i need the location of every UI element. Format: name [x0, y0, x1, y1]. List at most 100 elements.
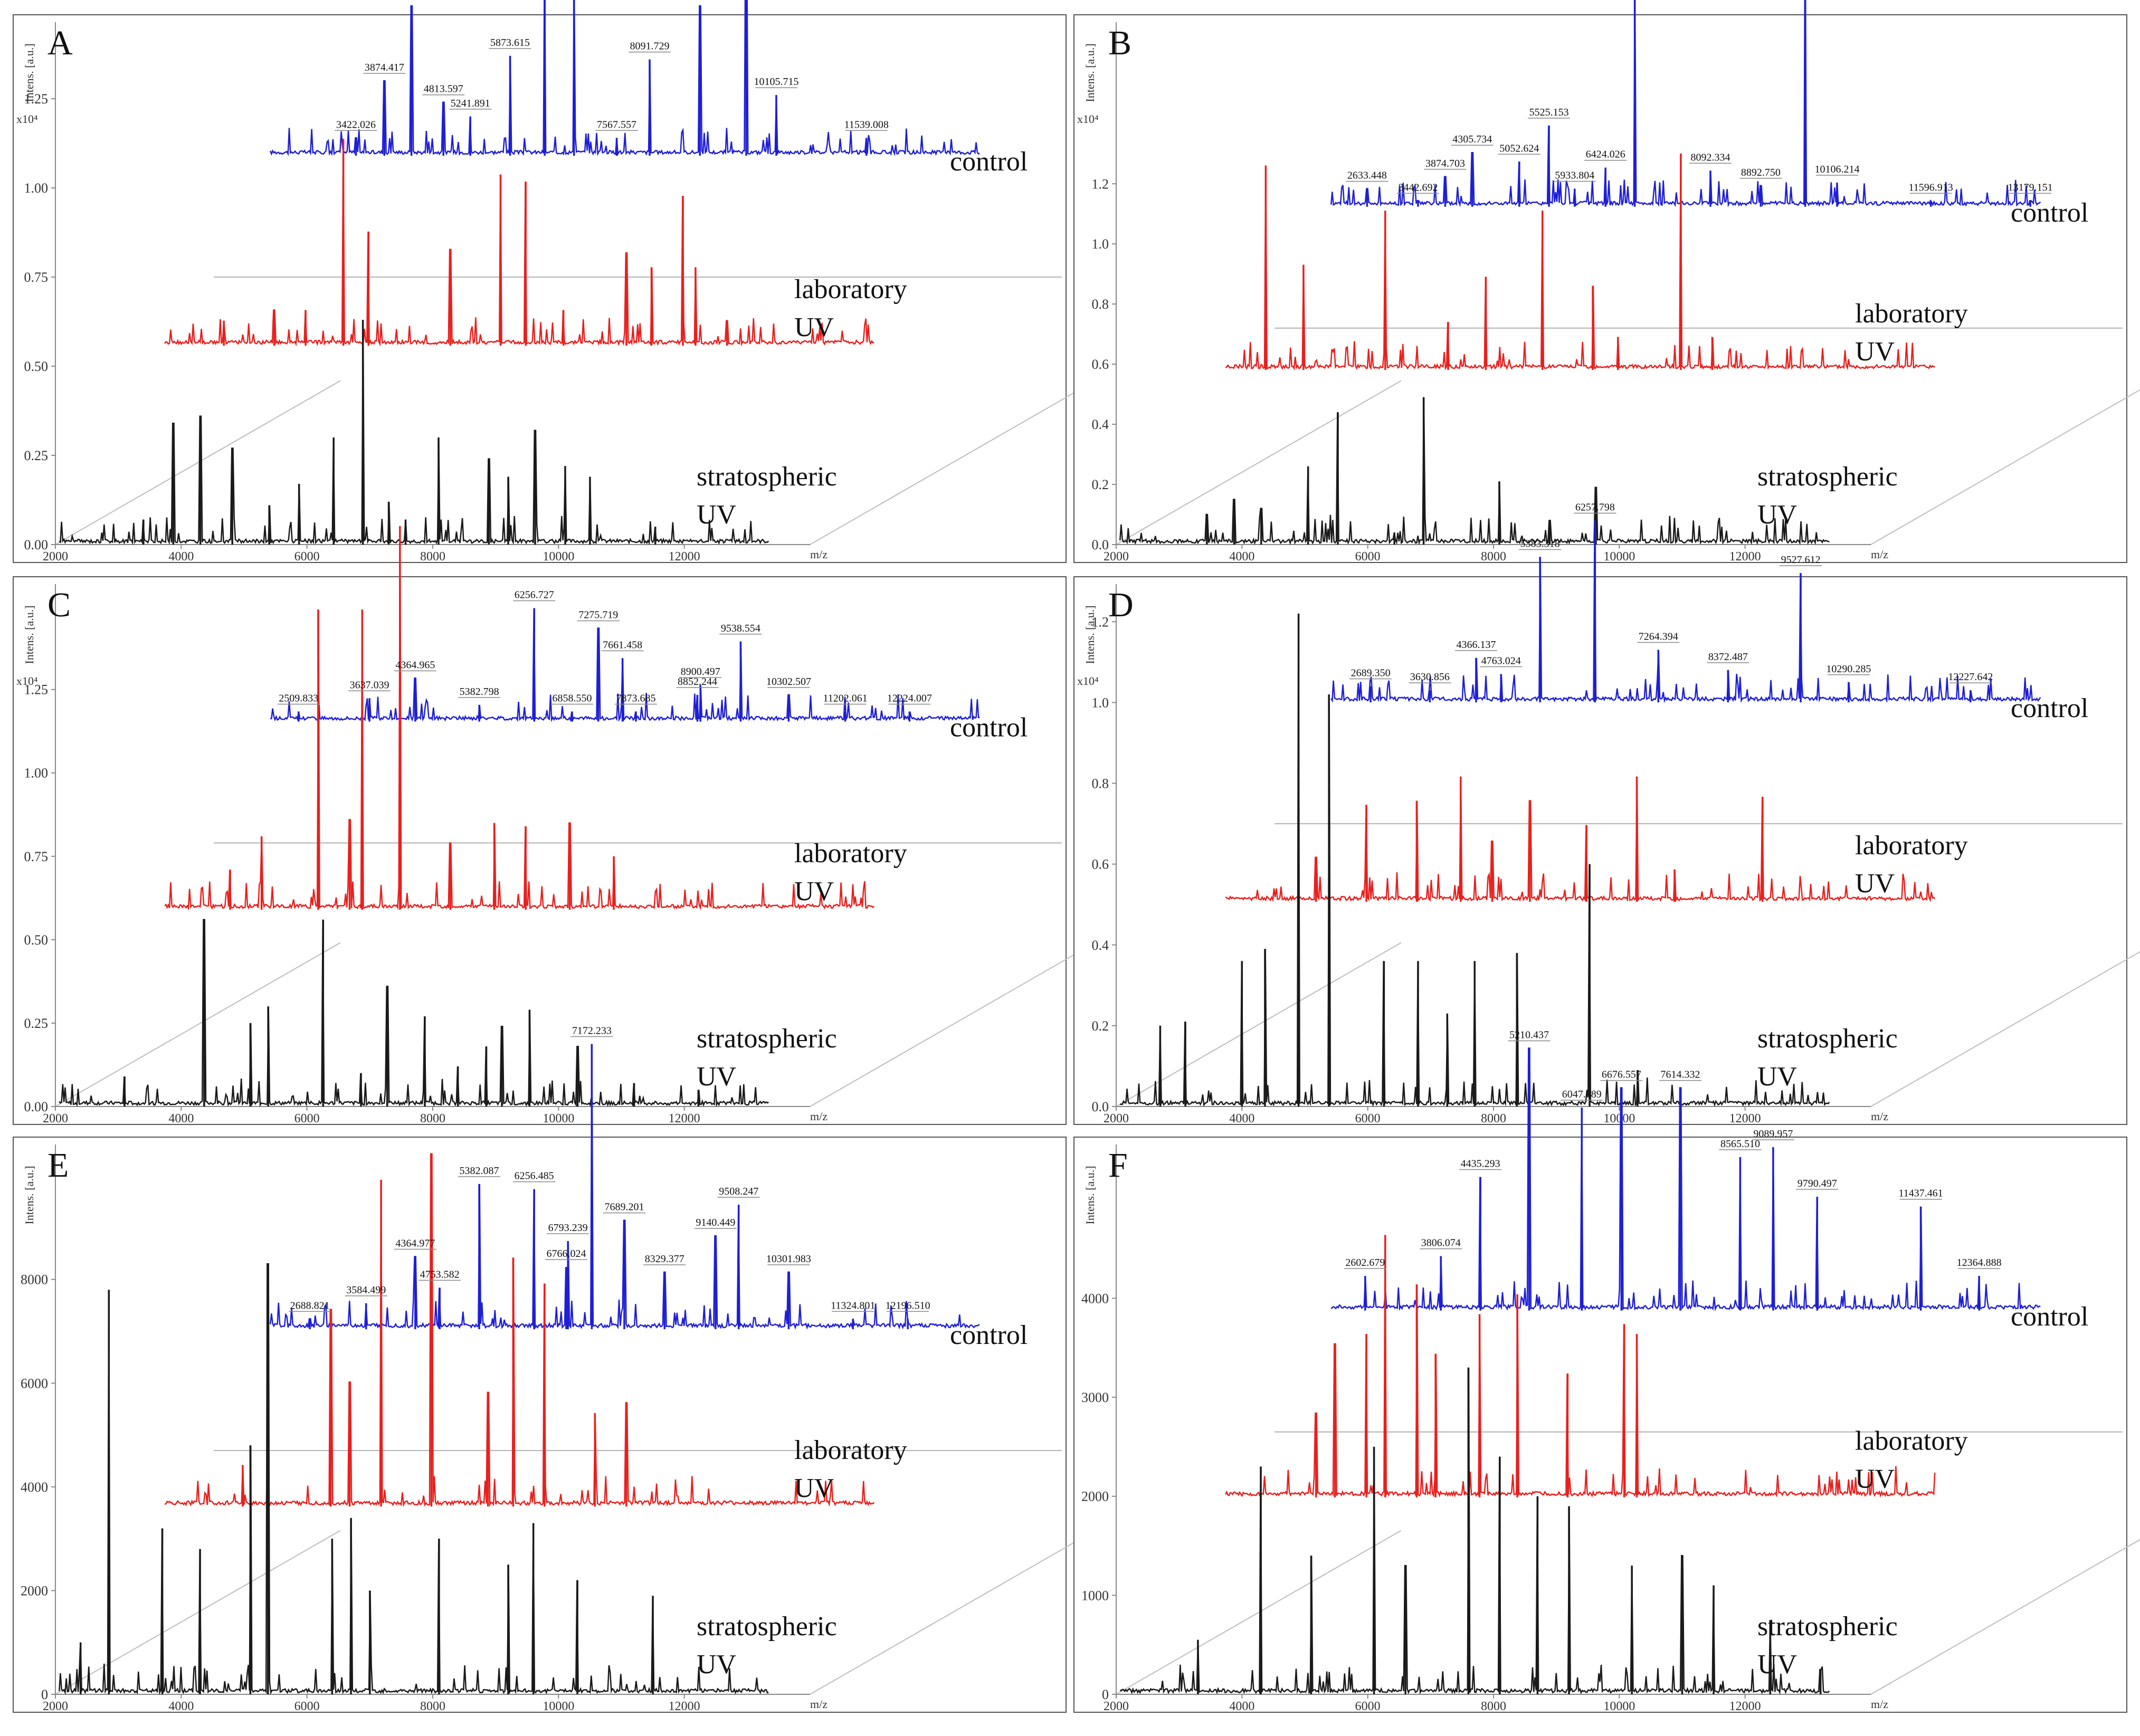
y-tick-label: 0.75 — [24, 270, 49, 285]
y-tick-label: 0 — [1102, 1687, 1109, 1702]
y-tick-label: 0.4 — [1092, 938, 1109, 953]
x-tick-label: 2000 — [43, 550, 68, 564]
peak-label: 4305.734 — [1452, 133, 1492, 145]
peak-label: 4364.965 — [395, 659, 435, 671]
y-tick-label: 1.00 — [24, 766, 49, 781]
depth-guide-left — [55, 380, 341, 545]
y-tick-label: 1000 — [1081, 1588, 1109, 1603]
series-trace-laboratory — [1225, 153, 1935, 370]
depth-guide-right — [810, 380, 1096, 545]
peak-label: 2602.679 — [1345, 1257, 1385, 1268]
peak-label: 4753.582 — [420, 1268, 460, 1280]
peak-label: 6424.026 — [1586, 149, 1625, 160]
series-label-control: control — [950, 713, 1028, 743]
peak-label: 7567.557 — [597, 119, 636, 130]
x-tick-label: 10000 — [543, 550, 574, 564]
peak-label: 10105.715 — [754, 76, 798, 88]
series-label-laboratory-line2: UV — [794, 876, 834, 907]
series-label-control: control — [2011, 198, 2088, 228]
series-trace-stratospheric — [1119, 397, 1830, 546]
y-tick-label: 0.0 — [1092, 537, 1109, 552]
series-label-laboratory-line2: UV — [1855, 337, 1895, 367]
y-tick-label: 1.0 — [1092, 695, 1109, 710]
panel-frame — [13, 576, 1067, 1125]
peak-label: 13179.151 — [2008, 182, 2053, 193]
y-tick-label: 1.25 — [24, 682, 49, 698]
peak-label: 10301.983 — [766, 1253, 811, 1265]
peak-label: 6257.798 — [1575, 502, 1615, 513]
x-tick-label: 12000 — [669, 1112, 700, 1125]
peak-label: 3806.074 — [1421, 1237, 1461, 1249]
series-trace-control — [270, 608, 980, 722]
x-axis-label: m/z — [810, 548, 828, 561]
x-tick-label: 6000 — [1355, 1700, 1381, 1713]
x-tick-label: 8000 — [1481, 550, 1506, 564]
panel-C: 0.00 0.25 0.50 0.75 1.00 1.25 Intens. [a.u.] x1… — [13, 526, 1096, 1125]
x-tick-label: 6000 — [1355, 550, 1381, 564]
y-axis-label: Intens. [a.u.] — [1083, 1166, 1097, 1224]
x-tick-label: 6000 — [294, 550, 320, 564]
series-trace-control — [269, 0, 980, 157]
y-tick-label: 0.4 — [1092, 417, 1109, 432]
depth-guide-left — [1116, 380, 1402, 545]
y-tick-label: 6000 — [21, 1376, 48, 1391]
panel-letter: B — [1108, 24, 1131, 62]
series-label-laboratory-line1: laboratory — [794, 838, 907, 869]
x-tick-label: 6000 — [294, 1700, 320, 1713]
series-label-laboratory-line1: laboratory — [794, 274, 907, 304]
peak-label: 8565.510 — [1720, 1138, 1760, 1150]
peak-label: 10302.507 — [766, 676, 811, 688]
peak-label: 8372.487 — [1708, 651, 1748, 663]
peak-label: 9790.497 — [1797, 1178, 1837, 1189]
y-axis-label: Intens. [a.u.] — [1083, 43, 1097, 102]
x-tick-label: 2000 — [1104, 1700, 1129, 1713]
series-label-stratospheric-line1: stratospheric — [1757, 462, 1898, 492]
peak-label: 12227.642 — [1948, 671, 1993, 683]
series-label-stratospheric-line2: UV — [1757, 1649, 1797, 1680]
peak-label: 8852.244 — [678, 676, 717, 688]
depth-guide-right — [1870, 1539, 2140, 1695]
x-tick-label: 2000 — [1104, 550, 1129, 564]
panel-letter: A — [47, 24, 73, 62]
peak-label: 11324.801 — [831, 1300, 875, 1311]
peak-label: 3637.039 — [350, 679, 389, 691]
series-label-control: control — [950, 147, 1028, 177]
depth-guide-right — [1870, 389, 2140, 545]
peak-label: 3874.417 — [365, 62, 404, 73]
x-axis-label: m/z — [810, 1110, 828, 1123]
peak-label: 2509.833 — [279, 693, 318, 704]
series-label-laboratory-line1: laboratory — [1855, 299, 1968, 329]
y-tick-label: 0.50 — [24, 932, 49, 948]
peak-label: 4763.024 — [1481, 655, 1521, 666]
peak-label: 5383.318 — [1520, 538, 1560, 549]
depth-guide-right — [1870, 951, 2140, 1107]
peak-label: 6766.024 — [546, 1248, 586, 1260]
x-tick-label: 4000 — [1229, 1700, 1254, 1713]
series-trace-stratospheric — [1119, 1367, 1830, 1695]
panel-letter: C — [47, 586, 71, 624]
series-label-laboratory-line2: UV — [794, 1473, 834, 1503]
y-tick-label: 0.00 — [24, 1099, 49, 1114]
peak-label: 7614.332 — [1661, 1069, 1700, 1081]
y-tick-label: 0.8 — [1092, 297, 1109, 312]
peak-label: 2633.448 — [1347, 170, 1387, 182]
x-tick-label: 4000 — [168, 1112, 194, 1125]
y-tick-label: 3000 — [1081, 1390, 1109, 1405]
peak-label: 5052.624 — [1499, 142, 1539, 154]
depth-guide-right — [810, 1530, 1096, 1695]
y-tick-label: 0.2 — [1092, 477, 1109, 492]
x-tick-label: 8000 — [420, 550, 445, 564]
series-trace-control — [1330, 1047, 2041, 1312]
peak-label: 7264.394 — [1639, 631, 1678, 643]
x-tick-label: 2000 — [43, 1700, 68, 1713]
peak-label: 3584.499 — [346, 1284, 386, 1296]
series-label-stratospheric-line1: stratospheric — [697, 1024, 837, 1054]
depth-guide-left — [1116, 1530, 1402, 1695]
depth-guide-left — [55, 942, 341, 1107]
peak-label: 4364.977 — [395, 1237, 435, 1249]
series-label-stratospheric-line1: stratospheric — [1757, 1611, 1898, 1642]
peak-label: 7172.233 — [572, 1025, 612, 1036]
y-tick-label: 0 — [41, 1687, 48, 1702]
